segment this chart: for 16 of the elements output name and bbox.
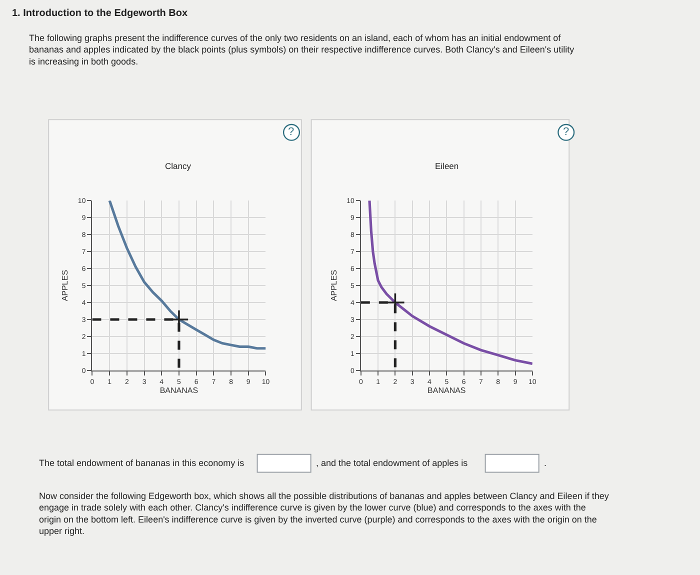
x-axis-title: BANANAS [160,386,198,396]
text: The total endowment of bananas in this economy is [39,458,245,468]
line-series [108,200,266,350]
chart-title: Eileen [435,161,459,171]
text: , and the total endowment of apples is [316,458,468,468]
text: ? [288,126,294,138]
line-series [368,200,532,365]
text: ? [563,126,570,138]
y-axis-title: APPLES [329,270,338,302]
chart-title: Clancy [165,161,192,171]
text: . [544,458,547,468]
y-axis-title: APPLES [60,270,70,302]
text: 1. Introduction to the Edgeworth Box [12,8,188,19]
text: Now consider the following Edgeworth box, which shows all the possible distributions of bananas and apples between Clancy and Eileen if they engage in trade solely with each other. Clancy's indifference curve is given by the lower curve (blue) and corresponds to the axes with the origin on the bottom left. Eileen's indifference curve is given by the inverted curve (purple) and corresponds to the axes with the origin on the upper right. [39,491,610,536]
text: The following graphs present the indifference curves of the only two residents on an island, each of whom has an initial endowment of bananas and apples indicated by the black points (plus symbols) on their respective indifference curves. Both Clancy's and Eileen's utility is increasing in both goods. [29,33,575,66]
x-axis-title: BANANAS [428,386,466,396]
